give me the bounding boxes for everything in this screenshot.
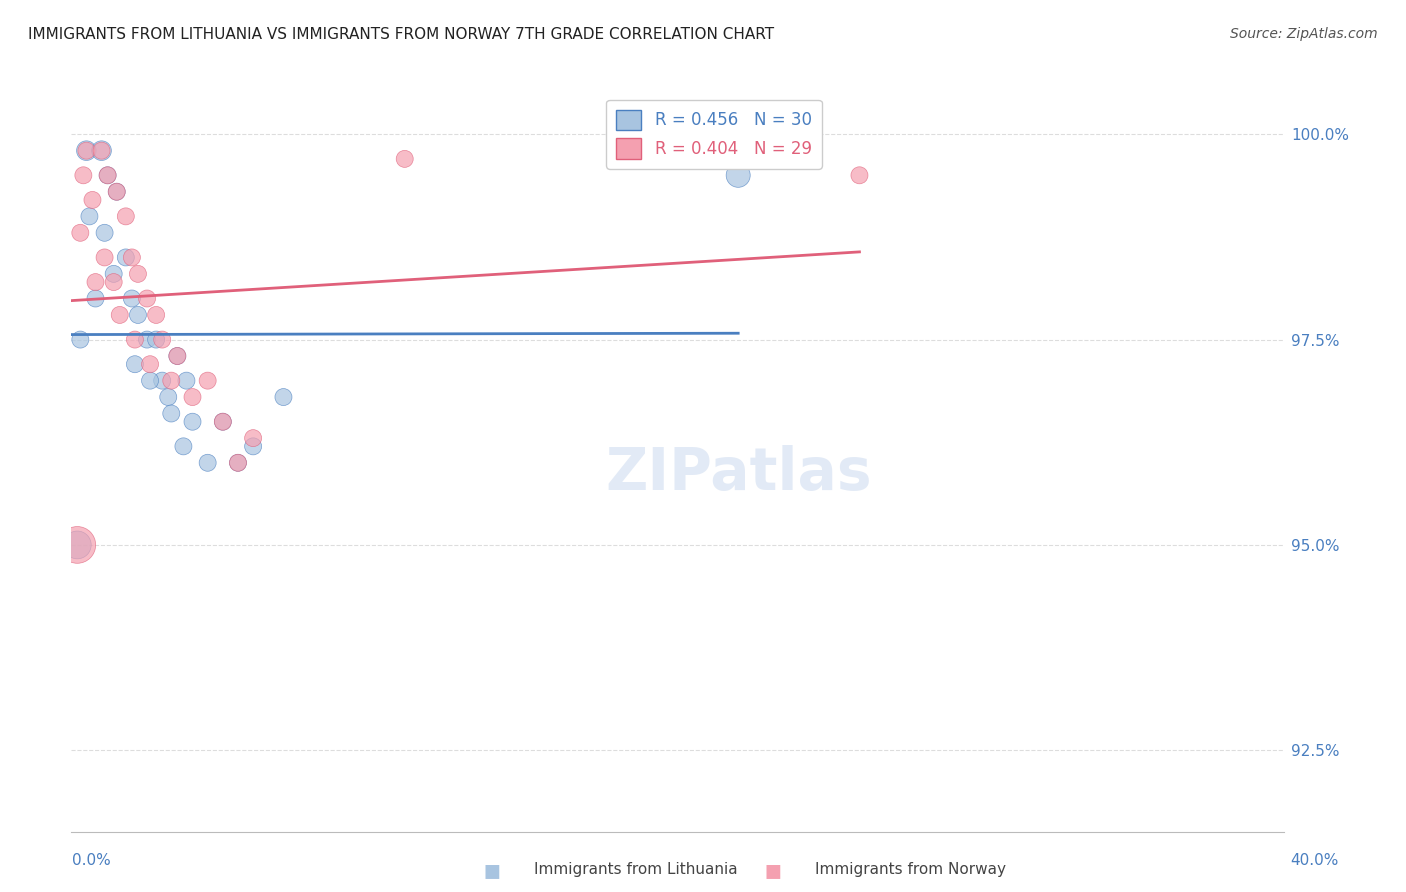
Point (848, 169, 870, 183)
Point (157, 390, 180, 404)
Point (273, 390, 295, 404)
Text: ▪: ▪ (482, 855, 502, 884)
Point (226, 456, 249, 470)
Point (181, 415, 204, 429)
Point (69, 226, 91, 240)
Point (124, 357, 146, 371)
Point (93, 226, 115, 240)
Point (197, 374, 219, 388)
Point (69, 333, 91, 347)
Text: IMMIGRANTS FROM LITHUANIA VS IMMIGRANTS FROM NORWAY 7TH GRADE CORRELATION CHART: IMMIGRANTS FROM LITHUANIA VS IMMIGRANTS … (28, 27, 775, 42)
Point (124, 333, 146, 347)
Point (211, 415, 233, 429)
Point (84, 275, 107, 289)
Point (97, 169, 120, 183)
Point (150, 374, 173, 388)
Point (145, 333, 167, 347)
Point (172, 439, 194, 453)
Point (197, 456, 219, 470)
Text: ▪: ▪ (763, 855, 783, 884)
Point (90, 144, 112, 158)
Text: Immigrants from Lithuania: Immigrants from Lithuania (534, 863, 738, 877)
Point (166, 349, 188, 363)
Point (242, 439, 264, 453)
Point (105, 185, 128, 199)
Point (114, 210, 136, 224)
Point (93, 251, 115, 265)
Point (75, 144, 97, 158)
Text: 0.0%: 0.0% (72, 854, 111, 868)
Point (97, 169, 120, 183)
Point (160, 374, 183, 388)
Point (121, 251, 143, 265)
Point (66, 538, 89, 552)
Point (72, 169, 94, 183)
Point (105, 185, 128, 199)
Point (176, 374, 198, 388)
Point (82, 193, 104, 207)
Text: Immigrants from Norway: Immigrants from Norway (815, 863, 1007, 877)
Point (139, 374, 162, 388)
Legend: R = 0.456   N = 30, R = 0.404   N = 29: R = 0.456 N = 30, R = 0.404 N = 29 (606, 100, 821, 169)
Point (136, 333, 159, 347)
Point (226, 456, 249, 470)
Point (103, 275, 125, 289)
Point (108, 308, 131, 322)
Point (121, 292, 143, 306)
Text: Source: ZipAtlas.com: Source: ZipAtlas.com (1230, 27, 1378, 41)
Point (127, 267, 149, 281)
Point (127, 308, 149, 322)
Point (75, 144, 97, 158)
Point (136, 292, 159, 306)
Point (727, 169, 749, 183)
Point (242, 431, 264, 445)
Point (150, 333, 173, 347)
Point (79, 210, 101, 224)
Point (181, 390, 204, 404)
Point (139, 357, 162, 371)
Point (84, 292, 107, 306)
Point (145, 308, 167, 322)
Point (66, 538, 89, 552)
Point (90, 144, 112, 158)
Text: 40.0%: 40.0% (1291, 854, 1339, 868)
Point (103, 267, 125, 281)
Point (211, 415, 233, 429)
Point (166, 349, 188, 363)
Point (160, 407, 183, 421)
Point (114, 251, 136, 265)
Point (394, 152, 416, 166)
Text: ZIPatlas: ZIPatlas (605, 445, 872, 502)
